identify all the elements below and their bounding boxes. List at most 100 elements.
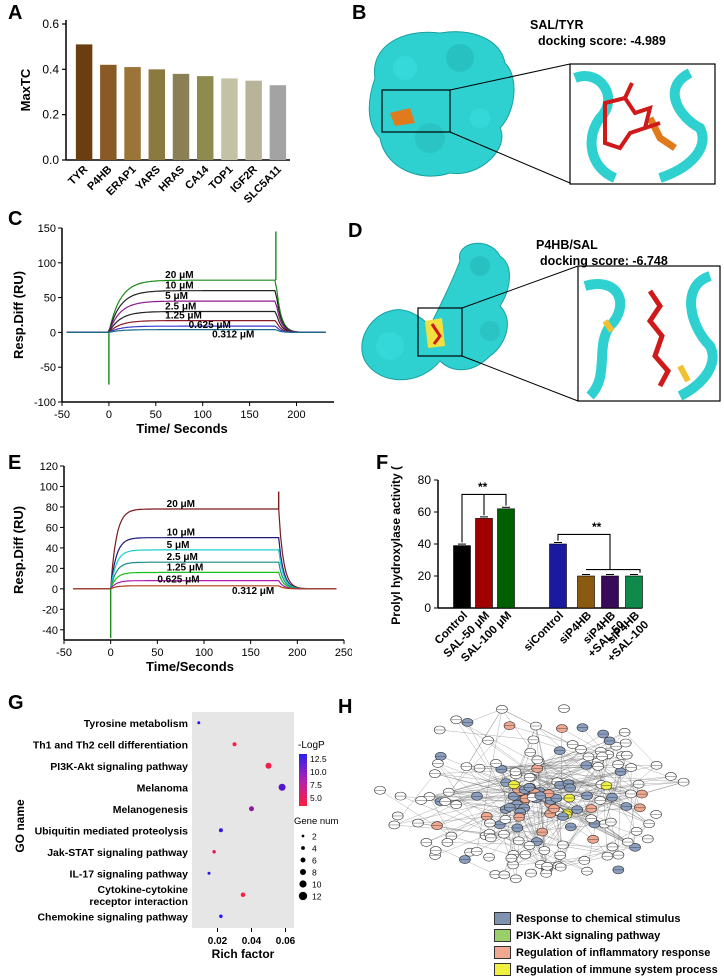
x-tick-label: 150 [240,409,258,421]
y-tick-label: 0.6 [42,17,59,31]
panel-label-e: E [8,452,22,474]
significance-mark: ** [592,520,602,534]
bar-slc5a11 [269,85,287,160]
size-legend-tick: 10 [312,880,322,890]
significance-bracket [557,533,641,573]
category-label: Chemokine signaling pathway [37,911,188,923]
y-tick-label: -20 [42,604,58,616]
series-line-6 [66,328,326,334]
enrichment-point [212,850,216,854]
bar-2 [497,508,515,609]
bar-yars [148,69,166,160]
bar-3 [549,543,567,609]
bar-1 [475,518,493,609]
color-legend-tick: 10.0 [310,767,327,777]
panel-label-c: C [8,208,23,230]
x-axis-label: Time/ Seconds [136,421,228,436]
network-legend-item: Regulation of inflammatory response [494,944,722,961]
category-label: Tyrosine metabolism [84,718,188,730]
y-tick-label: 40 [418,537,432,551]
series-label: 0.625 μM [157,575,199,586]
legend-swatch [494,946,511,959]
network-legend: Response to chemical stimulus PI3K-Akt si… [494,910,722,978]
panel-label-a: A [8,2,23,24]
p4hb-sal-score: docking score: -6.748 [540,254,668,268]
color-legend-tick: 5.0 [310,793,322,803]
y-tick-label: 0 [52,584,58,596]
y-axis-label: Prolyl hydroxylase activity (%) [389,466,403,625]
legend-swatch [494,929,511,942]
x-tick-label: 0 [106,409,112,421]
y-tick-label: 60 [418,505,432,519]
x-axis-label: Time/Seconds [146,659,234,674]
enrichment-point [232,742,237,747]
y-tick-label: 0.0 [42,153,59,167]
size-legend-dot [299,868,307,876]
series-label: 20 μM [167,499,195,510]
category-label: Melanogenesis [113,804,188,816]
legend-label: Regulation of immune system process [516,963,718,976]
enrichment-point [240,892,246,897]
color-legend-title: -LogP [298,740,325,751]
x-tick-label: 0.04 [242,936,262,947]
x-tick-label: 0.02 [208,936,228,947]
size-legend-title: Gene number [294,816,338,827]
significance-bracket [461,493,507,543]
y-tick-label: 0.4 [42,62,59,76]
size-legend-tick: 8 [312,868,317,878]
y-tick-label: 100 [40,481,58,493]
bar-p4hb [100,64,117,160]
sal-tyr-docking-image [368,31,716,185]
category-label: receptor interaction [89,896,188,908]
series-label: 5 μM [165,291,188,302]
y-axis-label: GO name [13,799,27,853]
series-label: 10 μM [167,528,195,539]
category-label: Cytokine-cytokine [98,884,189,896]
color-legend-tick: 12.5 [310,754,327,764]
series-label: 20 μM [165,270,193,281]
significance-mark: ** [478,480,488,494]
y-tick-label: 120 [40,461,58,473]
protein-interaction-network [374,704,690,884]
size-legend-dot [301,834,305,838]
x-tick-label: -50 [56,647,72,659]
series-label: 10 μM [165,281,193,292]
legend-label: PI3K-Akt signaling pathway [516,929,661,942]
series-label: 1.25 μM [165,311,202,322]
series-label: 0.312 μM [232,586,274,597]
bar-tyr [75,44,93,160]
series-label: 0.625 μM [189,320,231,331]
x-tick-label: CA14 [183,163,212,192]
series-label: 2.5 μM [165,302,196,313]
category-label: Jak-STAT signaling pathway [47,847,188,859]
y-tick-label: 150 [38,223,56,235]
x-tick-label: 200 [287,409,305,421]
panel-label-g: G [8,692,24,714]
y-tick-label: -100 [34,397,56,409]
bar-5 [601,575,619,609]
y-tick-label: 100 [38,258,56,270]
size-legend-dot [300,857,306,863]
enrichment-point [265,762,272,769]
category-label: PI3K-Akt signaling pathway [50,761,188,773]
series-line-1 [73,536,337,590]
category-label: Melanoma [137,782,189,794]
panel-label-b: B [352,2,367,24]
x-tick-label: 100 [194,409,212,421]
network-legend-item: Response to chemical stimulus [494,910,722,927]
network-legend-item: PI3K-Akt signaling pathway [494,927,722,944]
y-tick-label: 0.2 [42,108,59,122]
legend-label: Response to chemical stimulus [516,912,681,925]
series-label: 0.312 μM [212,330,254,341]
y-tick-label: -40 [42,625,58,637]
bar-0 [453,545,471,609]
series-line-0 [73,508,337,590]
legend-swatch [494,912,511,925]
plot-background [192,712,294,928]
x-tick-label: 0.06 [276,936,296,947]
bar-ca14 [196,76,214,160]
category-label: IL-17 signaling pathway [70,868,189,880]
bar-4 [577,575,595,609]
y-axis-label: Resp.Diff (RU) [12,506,26,594]
